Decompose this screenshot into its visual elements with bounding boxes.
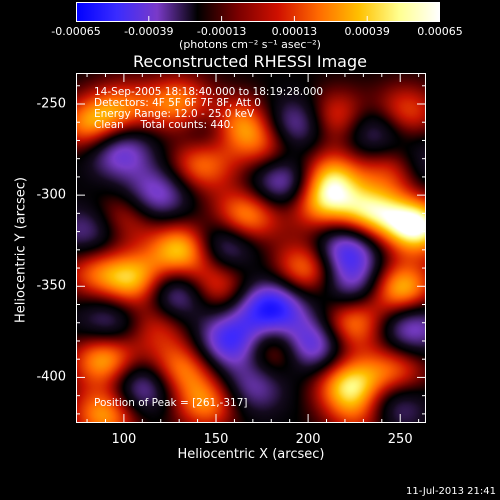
y-tick-label: -300 xyxy=(36,187,66,203)
colorbar-units: (photons cm⁻² s⁻¹ asec⁻²) xyxy=(179,38,321,51)
colorbar-gradient xyxy=(76,2,440,22)
plot-area xyxy=(76,73,426,423)
x-axis-label: Heliocentric X (arcsec) xyxy=(177,447,325,462)
colorbar-tick-label: -0.00065 xyxy=(51,25,101,38)
colorbar-tick-label: 0.00013 xyxy=(271,25,318,38)
heatmap-canvas xyxy=(76,73,426,423)
x-tick-label: 100 xyxy=(111,432,137,447)
x-tick-label: 150 xyxy=(203,432,229,447)
y-axis-label: Heliocentric Y (arcsec) xyxy=(13,177,29,323)
y-tick-label: -350 xyxy=(36,278,66,294)
plot-frame xyxy=(76,73,426,423)
colorbar-tick-marks xyxy=(76,16,440,22)
footer-timestamp: 11-Jul-2013 21:41 xyxy=(405,486,496,497)
colorbar-tick-label: -0.00039 xyxy=(124,25,174,38)
time-range-text: 14-Sep-2005 18:18:40.000 to 18:19:28.000 xyxy=(94,86,324,98)
colorbar-tick-label: 0.00039 xyxy=(344,25,390,38)
axis-tick-marks xyxy=(76,73,426,423)
algorithm-text: Clean Total counts: 440. xyxy=(94,119,234,131)
colorbar-tick-label: 0.00065 xyxy=(417,25,463,38)
detectors-text: Detectors: 4F 5F 6F 7F 8F, Att 0 xyxy=(94,97,261,109)
colorbar-tick-label: -0.00013 xyxy=(196,25,247,38)
x-tick-label: 250 xyxy=(387,432,413,447)
chart-title: Reconstructed RHESSI Image xyxy=(133,52,367,71)
y-tick-label: -400 xyxy=(36,369,66,385)
x-tick-label: 200 xyxy=(295,432,321,447)
energy-range-text: Energy Range: 12.0 - 25.0 keV xyxy=(94,108,255,120)
plot-axes xyxy=(76,73,426,423)
y-tick-label: -250 xyxy=(36,96,66,112)
peak-position-text: Position of Peak = [261,-317] xyxy=(94,397,248,409)
colorbar xyxy=(76,2,440,22)
